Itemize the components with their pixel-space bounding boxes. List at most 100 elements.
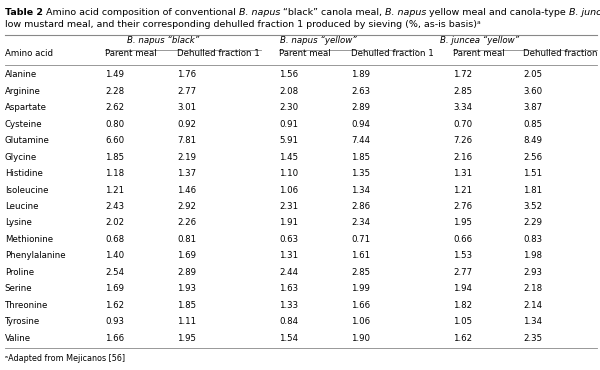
Text: 3.01: 3.01 xyxy=(177,103,196,112)
Text: 2.43: 2.43 xyxy=(105,202,124,211)
Text: 1.51: 1.51 xyxy=(523,169,542,178)
Text: 1.34: 1.34 xyxy=(523,317,542,326)
Text: 1.95: 1.95 xyxy=(453,218,472,228)
Text: 1.91: 1.91 xyxy=(279,218,298,228)
Text: 2.63: 2.63 xyxy=(351,87,370,96)
Text: B. napus “black”: B. napus “black” xyxy=(127,36,199,44)
Text: 2.05: 2.05 xyxy=(523,70,542,79)
Text: 1.53: 1.53 xyxy=(453,252,472,260)
Text: 3.60: 3.60 xyxy=(523,87,542,96)
Text: 2.89: 2.89 xyxy=(177,268,196,277)
Text: 2.54: 2.54 xyxy=(105,268,124,277)
Text: 0.68: 0.68 xyxy=(105,235,124,244)
Text: 1.10: 1.10 xyxy=(279,169,298,178)
Text: 1.81: 1.81 xyxy=(523,185,542,195)
Text: 1.05: 1.05 xyxy=(453,317,472,326)
Text: 1.46: 1.46 xyxy=(177,185,196,195)
Text: Arginine: Arginine xyxy=(5,87,41,96)
Text: Cysteine: Cysteine xyxy=(5,120,43,129)
Text: 2.02: 2.02 xyxy=(105,218,124,228)
Text: 1.63: 1.63 xyxy=(279,284,298,293)
Text: 2.19: 2.19 xyxy=(177,152,196,162)
Text: low mustard meal, and their corresponding dehulled fraction 1 produced by sievin: low mustard meal, and their correspondin… xyxy=(5,20,481,28)
Text: ᵃAdapted from Mejicanos [56]: ᵃAdapted from Mejicanos [56] xyxy=(5,354,125,363)
Text: 1.54: 1.54 xyxy=(279,334,298,343)
Text: Amino acid composition of conventional: Amino acid composition of conventional xyxy=(43,8,239,17)
Text: 3.52: 3.52 xyxy=(523,202,542,211)
Text: 7.44: 7.44 xyxy=(351,136,370,145)
Text: 1.66: 1.66 xyxy=(105,334,124,343)
Text: 1.94: 1.94 xyxy=(453,284,472,293)
Text: 2.76: 2.76 xyxy=(453,202,472,211)
Text: 2.77: 2.77 xyxy=(453,268,472,277)
Text: B. juncea: B. juncea xyxy=(569,8,600,17)
Text: 1.62: 1.62 xyxy=(105,301,124,310)
Text: Histidine: Histidine xyxy=(5,169,43,178)
Text: 2.30: 2.30 xyxy=(279,103,298,112)
Text: Parent meal: Parent meal xyxy=(105,49,157,58)
Text: Proline: Proline xyxy=(5,268,34,277)
Text: 1.37: 1.37 xyxy=(177,169,196,178)
Text: 1.99: 1.99 xyxy=(351,284,370,293)
Text: Valine: Valine xyxy=(5,334,31,343)
Text: 1.18: 1.18 xyxy=(105,169,124,178)
Text: yellow meal and canola-type: yellow meal and canola-type xyxy=(427,8,569,17)
Text: 1.82: 1.82 xyxy=(453,301,472,310)
Text: 0.93: 0.93 xyxy=(105,317,124,326)
Text: 1.85: 1.85 xyxy=(105,152,124,162)
Text: 0.81: 0.81 xyxy=(177,235,196,244)
Text: 0.63: 0.63 xyxy=(279,235,298,244)
Text: Leucine: Leucine xyxy=(5,202,38,211)
Text: Threonine: Threonine xyxy=(5,301,48,310)
Text: 2.77: 2.77 xyxy=(177,87,196,96)
Text: Glycine: Glycine xyxy=(5,152,37,162)
Text: 5.91: 5.91 xyxy=(279,136,298,145)
Text: 3.34: 3.34 xyxy=(453,103,472,112)
Text: Aspartate: Aspartate xyxy=(5,103,47,112)
Text: 2.62: 2.62 xyxy=(105,103,124,112)
Text: 2.44: 2.44 xyxy=(279,268,298,277)
Text: 0.80: 0.80 xyxy=(105,120,124,129)
Text: 1.45: 1.45 xyxy=(279,152,298,162)
Text: 2.35: 2.35 xyxy=(523,334,542,343)
Text: 1.40: 1.40 xyxy=(105,252,124,260)
Text: 1.66: 1.66 xyxy=(351,301,370,310)
Text: 2.85: 2.85 xyxy=(453,87,472,96)
Text: 7.81: 7.81 xyxy=(177,136,196,145)
Text: Amino acid: Amino acid xyxy=(5,49,53,58)
Text: 2.86: 2.86 xyxy=(351,202,370,211)
Text: 2.56: 2.56 xyxy=(523,152,542,162)
Text: 1.89: 1.89 xyxy=(351,70,370,79)
Text: 1.85: 1.85 xyxy=(177,301,196,310)
Text: 2.89: 2.89 xyxy=(351,103,370,112)
Text: 6.60: 6.60 xyxy=(105,136,124,145)
Text: B. napus: B. napus xyxy=(385,8,427,17)
Text: 1.93: 1.93 xyxy=(177,284,196,293)
Text: 0.84: 0.84 xyxy=(279,317,298,326)
Text: 1.90: 1.90 xyxy=(351,334,370,343)
Text: Table 2: Table 2 xyxy=(5,8,43,17)
Text: 2.85: 2.85 xyxy=(351,268,370,277)
Text: 2.08: 2.08 xyxy=(279,87,298,96)
Text: B. napus “yellow”: B. napus “yellow” xyxy=(280,36,356,44)
Text: Isoleucine: Isoleucine xyxy=(5,185,48,195)
Text: 2.29: 2.29 xyxy=(523,218,542,228)
Text: Phenylalanine: Phenylalanine xyxy=(5,252,65,260)
Text: 0.83: 0.83 xyxy=(523,235,542,244)
Text: 2.34: 2.34 xyxy=(351,218,370,228)
Text: Tyrosine: Tyrosine xyxy=(5,317,40,326)
Text: 0.71: 0.71 xyxy=(351,235,370,244)
Text: Parent meal: Parent meal xyxy=(279,49,331,58)
Text: 2.92: 2.92 xyxy=(177,202,196,211)
Text: 1.56: 1.56 xyxy=(279,70,298,79)
Text: Alanine: Alanine xyxy=(5,70,37,79)
Text: 1.21: 1.21 xyxy=(453,185,472,195)
Text: B. napus: B. napus xyxy=(239,8,280,17)
Text: Parent meal: Parent meal xyxy=(453,49,505,58)
Text: 0.91: 0.91 xyxy=(279,120,298,129)
Text: 0.66: 0.66 xyxy=(453,235,472,244)
Text: 2.14: 2.14 xyxy=(523,301,542,310)
Text: 1.31: 1.31 xyxy=(453,169,472,178)
Text: 1.95: 1.95 xyxy=(177,334,196,343)
Text: 1.11: 1.11 xyxy=(177,317,196,326)
